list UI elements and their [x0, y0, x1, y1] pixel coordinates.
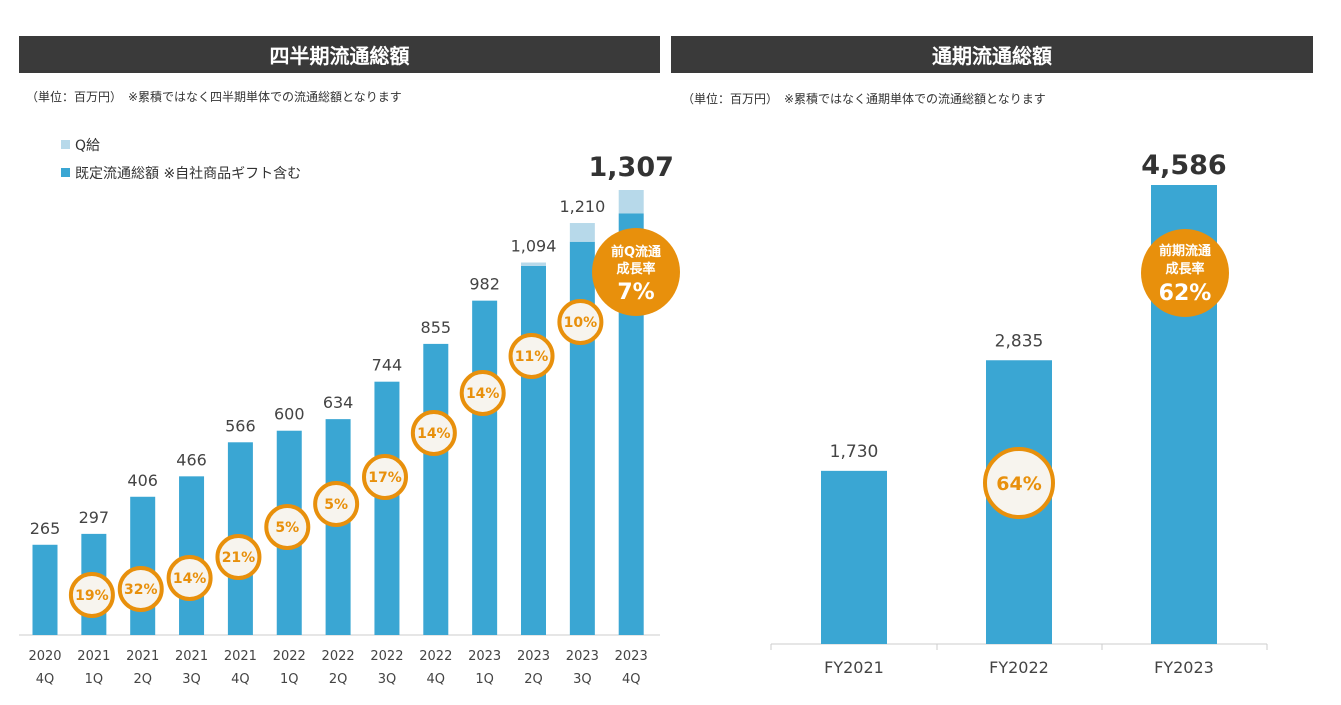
annual-growth-callout: 前期流通 成長率 62%: [1141, 229, 1229, 317]
legend-label-q: Q給: [75, 138, 100, 154]
tick-label-year: 2020: [28, 649, 61, 664]
data-label-total: 406: [127, 471, 158, 490]
tick-label-quarter: 4Q: [231, 672, 250, 687]
growth-circle: [117, 566, 164, 612]
bar-q: [521, 262, 546, 266]
tick-label-quarter: 2Q: [329, 672, 348, 687]
callout-circle: [1141, 229, 1229, 317]
tick-label-quarter: 1Q: [280, 672, 299, 687]
data-label-total: 566: [225, 416, 256, 435]
tick-label-year: 2021: [126, 649, 159, 664]
data-label-total: 1,210: [559, 197, 605, 216]
data-label-total: 634: [323, 393, 354, 412]
growth-circle: [508, 333, 555, 379]
callout-line2: 成長率: [616, 261, 655, 277]
growth-label: 14%: [417, 426, 451, 442]
growth-label: 5%: [324, 497, 348, 513]
data-label-total: 4,586: [1141, 150, 1226, 181]
growth-label: 5%: [275, 520, 299, 536]
bar-main: [130, 496, 156, 635]
growth-label: 19%: [75, 588, 109, 604]
tick-label-year: 2023: [615, 649, 648, 664]
data-label-total: 744: [372, 356, 403, 375]
tick-label-year: 2023: [468, 649, 501, 664]
legend-swatch-q: [61, 140, 70, 149]
tick-label-year: 2021: [224, 649, 257, 664]
growth-circle: [983, 447, 1055, 519]
callout-value: 62%: [1159, 281, 1212, 306]
bar-main: [472, 300, 498, 635]
growth-label: 32%: [124, 582, 158, 598]
growth-label: 17%: [368, 470, 402, 486]
data-label-total: 1,094: [511, 237, 557, 256]
data-label-total: 855: [421, 318, 452, 337]
callout-circle: [592, 228, 680, 316]
growth-label: 64%: [996, 473, 1041, 495]
data-label-total: 466: [176, 450, 207, 469]
growth-label: 14%: [466, 386, 500, 402]
tick-label-quarter: 4Q: [622, 672, 641, 687]
growth-label: 11%: [515, 349, 549, 365]
growth-circle: [264, 504, 311, 550]
tick-label-quarter: 3Q: [182, 672, 201, 687]
bar-main: [32, 544, 58, 635]
growth-circle: [459, 370, 506, 416]
callout-line1: 前Q流通: [611, 244, 661, 260]
tick-label-year: 2023: [517, 649, 550, 664]
quarterly-unit-note: （単位：百万円） ※累積ではなく四半期単体での流通総額となります: [26, 90, 402, 104]
tick-label-quarter: 2Q: [524, 672, 543, 687]
bar-main: [325, 419, 351, 635]
tick-label-quarter: 3Q: [573, 672, 592, 687]
quarterly-growth-callout: 前Q流通 成長率 7%: [592, 228, 680, 316]
callout-line2: 成長率: [1165, 261, 1204, 277]
tick-label-quarter: 1Q: [85, 672, 104, 687]
bar-main: [521, 265, 546, 635]
legend-label-main: 既定流通総額 ※自社商品ギフト含む: [75, 166, 301, 182]
tick-label-year: 2022: [370, 649, 403, 664]
tick-label-quarter: 2Q: [133, 672, 152, 687]
tick-label-year: 2021: [77, 649, 110, 664]
growth-circle: [215, 534, 262, 580]
bar-q: [569, 223, 595, 242]
data-label-total: 1,307: [588, 152, 673, 183]
growth-circle: [410, 410, 457, 456]
tick-label-quarter: 4Q: [36, 672, 55, 687]
data-label-total: 600: [274, 405, 305, 424]
data-label-total: 982: [469, 275, 500, 294]
tick-label-quarter: 3Q: [378, 672, 397, 687]
bar-main: [374, 381, 400, 635]
growth-circle: [68, 572, 115, 618]
bar-q: [618, 190, 644, 214]
tick-label-year: 2023: [566, 649, 599, 664]
data-label-total: 265: [30, 519, 61, 538]
quarterly-header: 四半期流通総額: [19, 36, 660, 73]
growth-circle: [313, 481, 360, 527]
tick-label: FY2022: [989, 658, 1049, 677]
growth-label: 10%: [564, 315, 598, 331]
growth-circle: [166, 555, 213, 601]
callout-value: 7%: [617, 280, 654, 305]
annual-header: 通期流通総額: [671, 36, 1313, 73]
growth-circle: [557, 299, 604, 345]
data-label-total: 2,835: [995, 331, 1044, 351]
tick-label-year: 2022: [273, 649, 306, 664]
bar-main: [423, 343, 449, 635]
data-label-total: 297: [79, 508, 110, 527]
growth-circle: [361, 454, 408, 500]
tick-label: FY2023: [1154, 658, 1214, 677]
data-label-total: 1,730: [830, 442, 879, 462]
tick-label-quarter: 1Q: [475, 672, 494, 687]
growth-label: 21%: [222, 550, 256, 566]
callout-line1: 前期流通: [1159, 243, 1211, 259]
legend-swatch-main: [61, 168, 70, 177]
bar-annual: [821, 470, 887, 644]
tick-label-year: 2022: [322, 649, 355, 664]
annual-unit-note: （単位：百万円） ※累積ではなく通期単体での流通総額となります: [682, 92, 1046, 106]
tick-label-year: 2022: [419, 649, 452, 664]
tick-label-quarter: 4Q: [427, 672, 446, 687]
tick-label: FY2021: [824, 658, 884, 677]
growth-label: 14%: [173, 571, 207, 587]
tick-label-year: 2021: [175, 649, 208, 664]
